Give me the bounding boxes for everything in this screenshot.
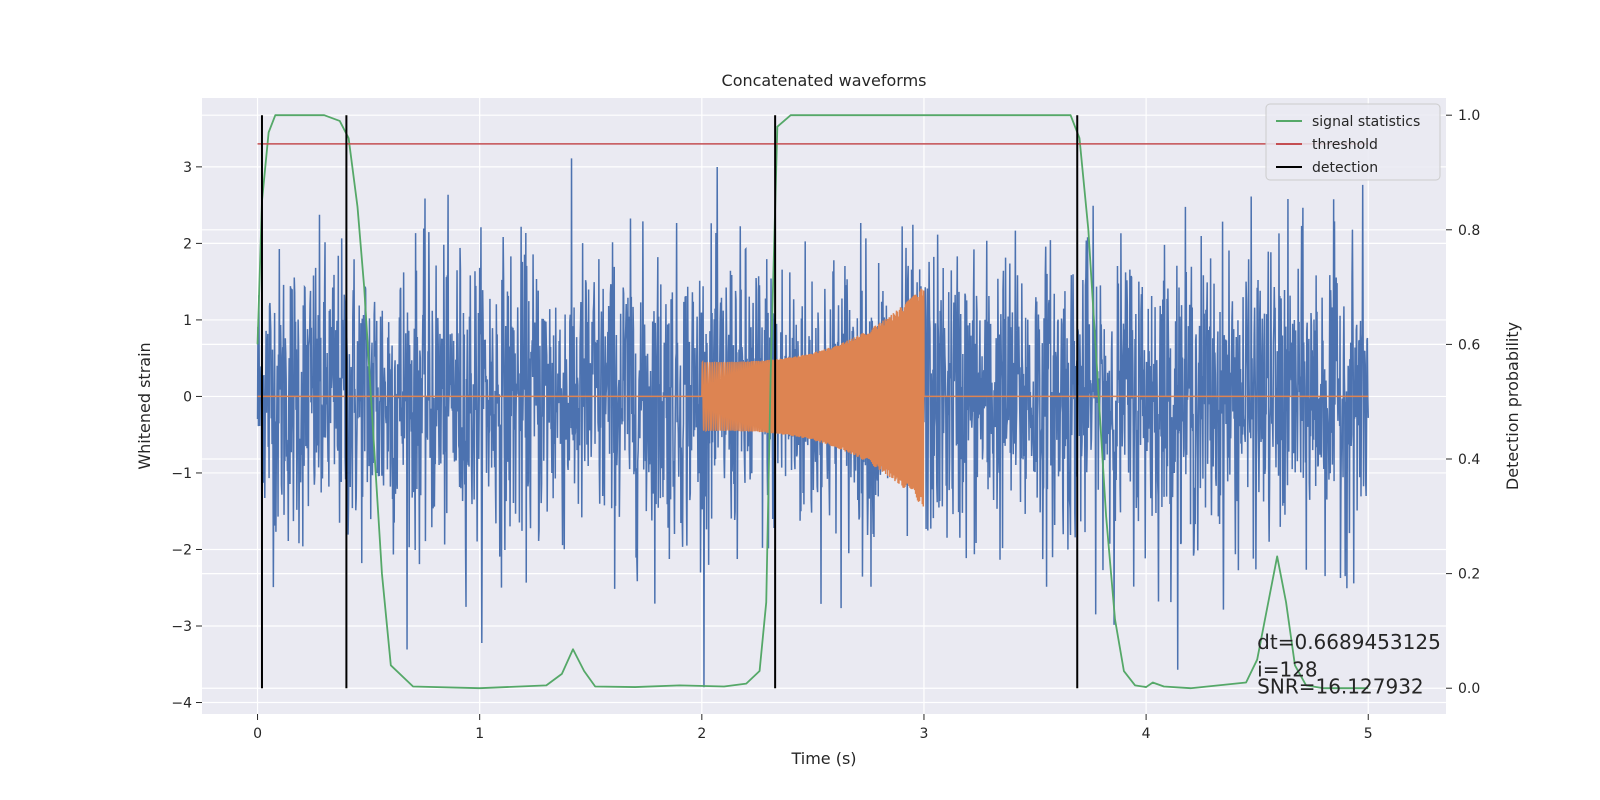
annotation-text: i=128 xyxy=(1257,658,1318,682)
y2-tick-label: 0.0 xyxy=(1458,681,1480,697)
chirp-series-line xyxy=(257,288,1369,507)
legend: signal statistics threshold detection xyxy=(1265,103,1441,181)
y-axis-label: Whitened strain xyxy=(135,342,154,469)
plot-content xyxy=(256,114,1369,690)
y-tick-label: 0 xyxy=(183,389,192,405)
annotation-text: dt=0.6689453125 xyxy=(1257,630,1441,654)
y-tick-label: −3 xyxy=(171,619,192,635)
x-tick-label: 1 xyxy=(475,726,484,742)
y2-tick-label: 0.4 xyxy=(1458,452,1480,468)
y2-tick-label: 0.2 xyxy=(1458,567,1480,583)
y2-tick-label: 0.8 xyxy=(1458,223,1480,239)
y2-tick-label: 0.6 xyxy=(1458,337,1480,353)
x-tick-label: 3 xyxy=(920,726,929,742)
chart-title: Concatenated waveforms xyxy=(722,71,927,90)
x-tick-label: 4 xyxy=(1142,726,1151,742)
y-tick-label: 3 xyxy=(183,160,192,176)
y-tick-label: −2 xyxy=(171,542,192,558)
legend-label: signal statistics xyxy=(1312,114,1420,130)
y2-tick-label: 1.0 xyxy=(1458,108,1480,124)
legend-box xyxy=(1265,103,1441,181)
legend-label: detection xyxy=(1312,160,1378,176)
signal-statistics-line xyxy=(256,114,1369,690)
y-tick-label: −4 xyxy=(171,696,192,712)
y-tick-label: 2 xyxy=(183,236,192,252)
x-tick-label: 0 xyxy=(253,726,262,742)
x-tick-label: 2 xyxy=(697,726,706,742)
y-tick-label: −1 xyxy=(171,466,192,482)
y-tick-label: 1 xyxy=(183,313,192,329)
legend-label: threshold xyxy=(1312,137,1378,153)
axes: 0 1 2 3 4 5 −4 −3 −2 −1 0 1 2 3 0.0 0.2 0.4 0.6 0.8 1.0 xyxy=(171,108,1480,742)
x-tick-label: 5 xyxy=(1364,726,1373,742)
x-axis-label: Time (s) xyxy=(790,749,856,768)
y2-axis-label: Detection probability xyxy=(1503,322,1522,490)
annotation-text: SNR=16.127932 xyxy=(1257,674,1423,698)
